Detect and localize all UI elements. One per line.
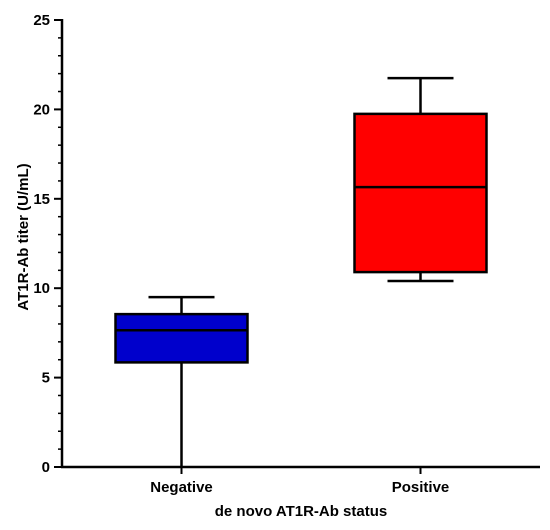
x-axis-title: de novo AT1R-Ab status [215, 503, 388, 520]
y-tick-labels: 0 5 10 15 20 25 [33, 12, 50, 476]
y-tick-label: 20 [33, 101, 50, 118]
boxes [114, 76, 488, 467]
y-tick-label: 15 [33, 191, 50, 208]
y-tick-label: 25 [33, 12, 50, 29]
x-category-label: Negative [150, 479, 213, 496]
y-axis-title: AT1R-Ab titer (U/mL) [15, 163, 32, 310]
y-major-ticks [54, 19, 62, 468]
x-category-label: Positive [392, 479, 450, 496]
box-positive [353, 76, 488, 283]
x-category-labels: Negative Positive [150, 467, 449, 496]
y-tick-label: 0 [42, 459, 50, 476]
iqr-box [353, 112, 488, 274]
y-tick-label: 5 [42, 370, 50, 387]
y-tick-label: 10 [33, 280, 50, 297]
box-negative [114, 295, 249, 467]
iqr-box [114, 312, 249, 364]
